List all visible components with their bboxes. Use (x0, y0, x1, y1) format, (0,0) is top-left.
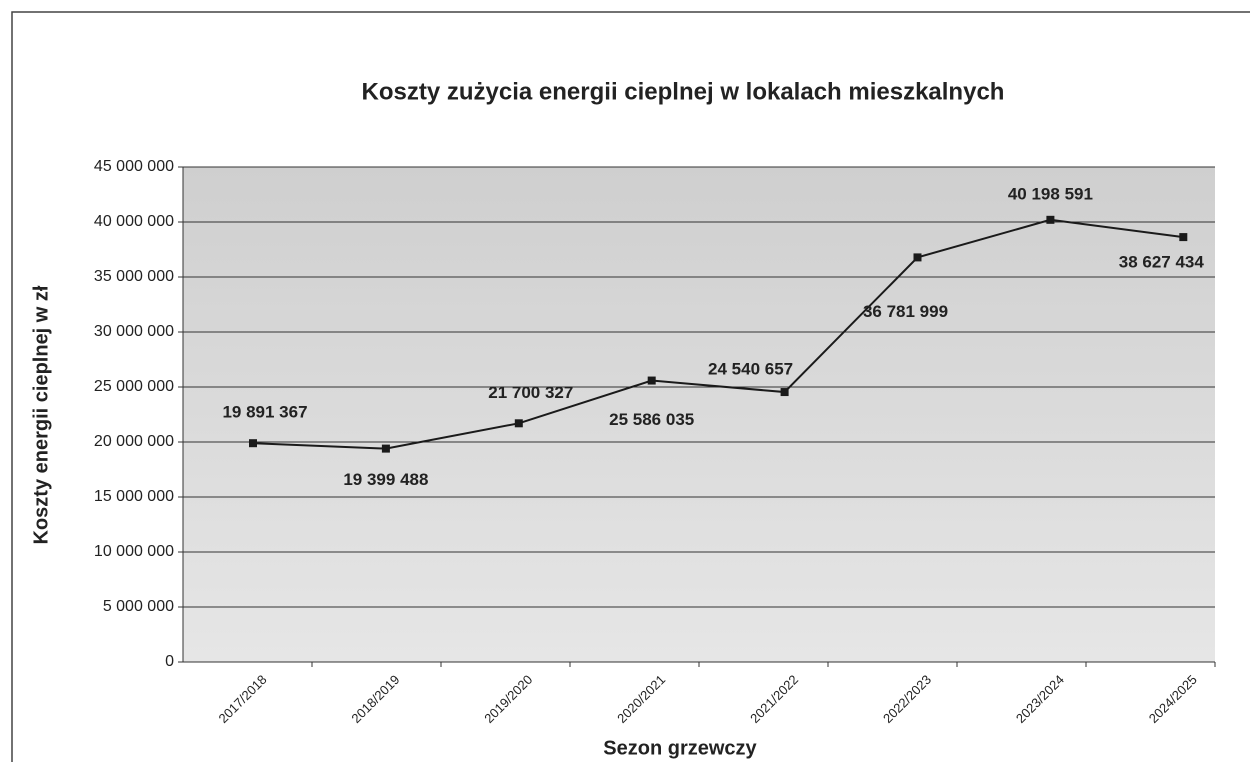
y-tick-label: 20 000 000 (94, 433, 174, 450)
y-tick-label: 10 000 000 (94, 543, 174, 560)
x-tick-label: 2017/2018 (215, 672, 269, 726)
data-label: 19 891 367 (222, 403, 307, 422)
data-label: 21 700 327 (488, 383, 573, 402)
frame (11, 11, 1250, 762)
y-tick-label: 25 000 000 (94, 378, 174, 395)
marker (1046, 215, 1055, 224)
marker (913, 253, 922, 262)
data-label: 25 586 035 (609, 410, 694, 429)
y-tick-label: 0 (165, 653, 174, 670)
data-label: 40 198 591 (1008, 184, 1093, 203)
y-tick-label: 45 000 000 (94, 158, 174, 175)
data-label: 19 399 488 (343, 470, 428, 489)
y-tick-label: 15 000 000 (94, 488, 174, 505)
marker (514, 419, 523, 428)
marker (249, 439, 257, 448)
data-label: 38 627 434 (1119, 253, 1205, 272)
marker (647, 376, 656, 385)
chart-title: Koszty zużycia energii cieplnej w lokala… (362, 78, 1005, 105)
y-tick-label: 35 000 000 (94, 268, 174, 285)
data-label: 24 540 657 (708, 360, 793, 379)
x-tick-label: 2019/2020 (481, 672, 535, 726)
y-axis-label: Koszty energii cieplnej w zł (30, 285, 52, 544)
y-tick-label: 30 000 000 (94, 323, 174, 340)
x-tick-label: 2023/2024 (1013, 672, 1067, 726)
line (252, 218, 1184, 450)
x-tick-label: 2024/2025 (1146, 672, 1200, 726)
marker (1179, 233, 1188, 242)
x-tick-label: 2020/2021 (614, 672, 668, 726)
x-tick-label: 2022/2023 (880, 672, 934, 726)
marker (780, 388, 789, 397)
y-tick-label: 5 000 000 (103, 598, 174, 615)
x-axis-label: Sezon grzewczy (603, 737, 757, 759)
data-label: 36 781 999 (863, 302, 948, 321)
marker (381, 444, 390, 453)
plot-area (183, 167, 1215, 662)
x-tick-label: 2021/2022 (747, 672, 801, 726)
x-tick-label: 2018/2019 (348, 672, 402, 726)
y-tick-label: 40 000 000 (94, 213, 174, 230)
